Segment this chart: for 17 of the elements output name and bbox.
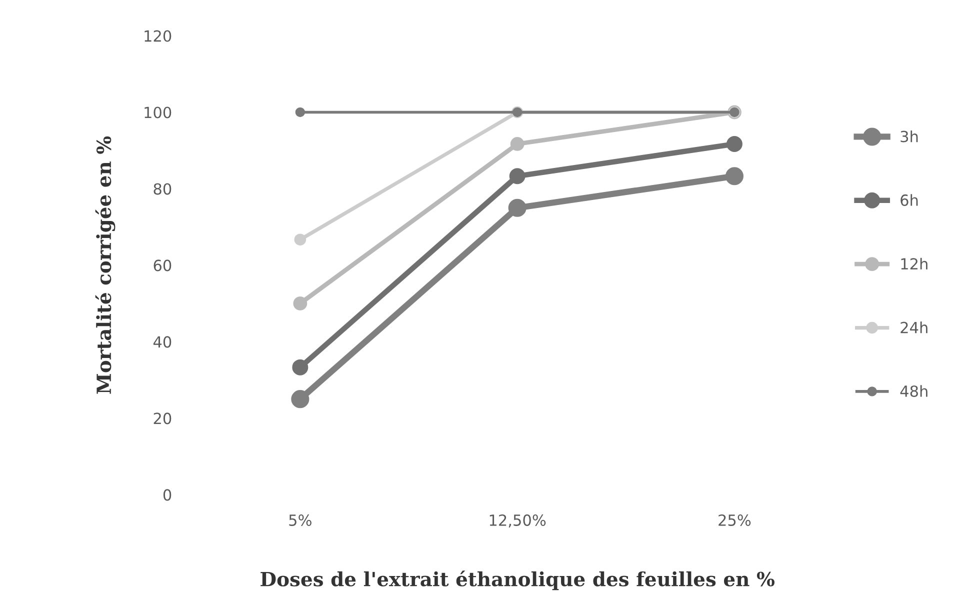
y-tick-label: 20 [154, 412, 172, 424]
y-tick-label: 80 [154, 183, 172, 195]
y-tick-label: 0 [163, 489, 172, 501]
x-tick-label: 25% [718, 514, 751, 526]
legend-label: 24h [900, 322, 928, 334]
y-axis-title: Mortalité corrigée en % [95, 136, 116, 394]
legend-label: 3h [900, 130, 918, 142]
y-tick-label: 100 [144, 106, 172, 118]
legend-label: 6h [900, 194, 918, 206]
y-tick-label: 40 [153, 336, 172, 348]
x-axis-title: Doses de l'extrait éthanolique des feuilles en % [260, 570, 774, 590]
legend-label: 48h [900, 385, 928, 398]
x-tick-label: 12,50% [490, 514, 546, 528]
y-tick-label: 120 [144, 30, 172, 42]
y-tick-label: 60 [154, 260, 172, 272]
legend-label: 12h [901, 258, 928, 270]
x-tick-label: 5% [289, 514, 312, 526]
